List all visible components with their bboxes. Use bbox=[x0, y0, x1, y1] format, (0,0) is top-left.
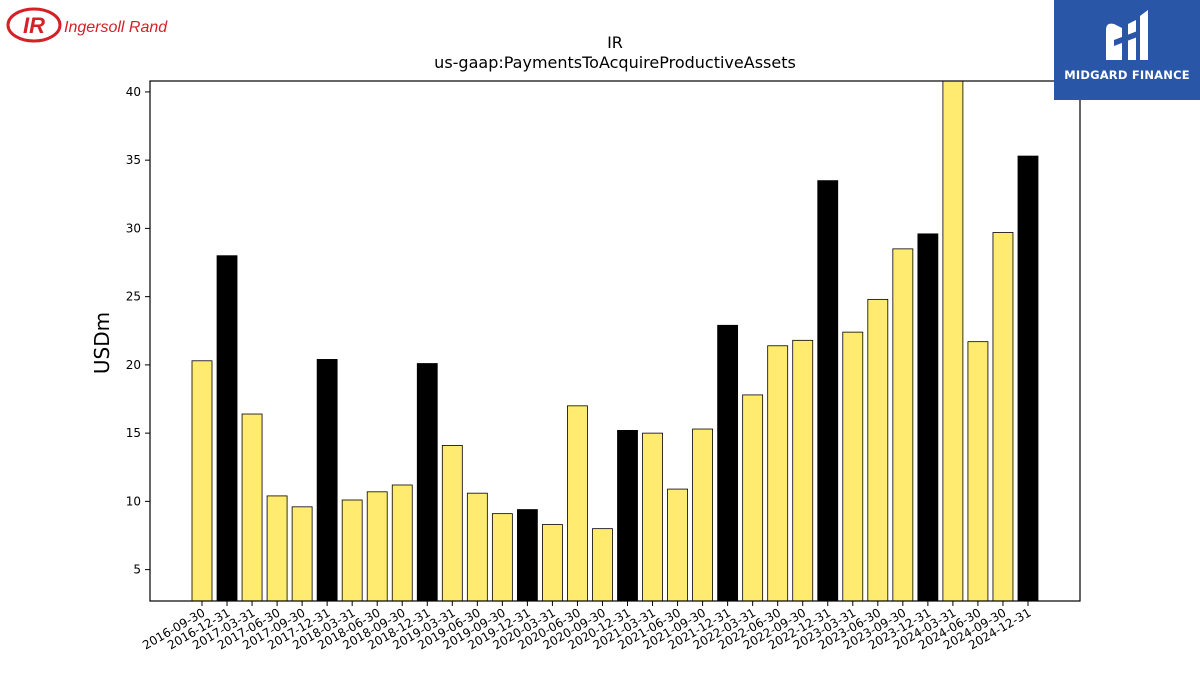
bar-2016-09-30 bbox=[191, 360, 213, 602]
y-tick-label-30: 30 bbox=[126, 221, 141, 235]
bar-2017-03-31 bbox=[241, 413, 263, 602]
y-tick-label-10: 10 bbox=[126, 494, 141, 508]
y-tick-label-40: 40 bbox=[126, 85, 141, 99]
midgard-logo-icon bbox=[1106, 10, 1148, 61]
y-tick-label-35: 35 bbox=[126, 153, 141, 167]
y-tick-label-15: 15 bbox=[126, 426, 141, 440]
y-tick-label-5: 5 bbox=[133, 563, 141, 577]
bar-2017-09-30 bbox=[291, 506, 313, 602]
ir-logo-icon: IR bbox=[6, 7, 62, 43]
y-axis: 5 10 15 20 25 30 35 40 bbox=[126, 85, 150, 577]
bars-group bbox=[191, 80, 1039, 602]
bar-2019-03-31 bbox=[441, 445, 463, 602]
y-axis-label: USDm bbox=[90, 312, 114, 374]
ingersoll-rand-wordmark: Ingersoll Rand bbox=[64, 19, 168, 36]
bar-2023-06-30 bbox=[867, 298, 889, 602]
bar-2023-09-30 bbox=[892, 248, 914, 602]
midgard-finance-logo: MIDGARD FINANCE bbox=[1054, 0, 1200, 100]
plot-frame bbox=[149, 80, 1081, 602]
bar-2020-06-30 bbox=[567, 405, 588, 602]
bar-2021-03-31 bbox=[642, 432, 663, 602]
bar-2022-12-31 bbox=[817, 180, 839, 602]
bar-2018-06-30 bbox=[366, 491, 388, 602]
bar-2024-12-31 bbox=[1017, 155, 1039, 602]
bar-2024-06-30 bbox=[967, 341, 989, 602]
y-tick-label-20: 20 bbox=[126, 358, 141, 372]
svg-text:IR: IR bbox=[23, 13, 45, 38]
bar-2023-03-31 bbox=[842, 331, 864, 602]
bar-2019-06-30 bbox=[466, 492, 488, 602]
chart-subtitle: us-gaap:PaymentsToAcquireProductiveAsset… bbox=[434, 53, 796, 72]
bar-2019-12-31 bbox=[516, 509, 538, 602]
bar-2018-12-31 bbox=[416, 363, 438, 602]
y-tick-label-25: 25 bbox=[126, 290, 141, 304]
bar-2021-12-31 bbox=[717, 324, 739, 602]
bar-2023-12-31 bbox=[917, 233, 939, 602]
bar-2018-09-30 bbox=[391, 484, 413, 602]
bar-2022-06-30 bbox=[767, 345, 789, 602]
bar-2021-09-30 bbox=[692, 428, 713, 602]
bar-2022-03-31 bbox=[742, 394, 764, 602]
bar-2018-03-31 bbox=[341, 499, 363, 602]
bar-2020-12-31 bbox=[617, 429, 638, 602]
bar-2020-03-31 bbox=[542, 524, 563, 602]
bar-2016-12-31 bbox=[216, 255, 238, 602]
bar-2024-09-30 bbox=[992, 232, 1014, 602]
bar-2017-06-30 bbox=[266, 495, 288, 602]
bar-2017-12-31 bbox=[316, 359, 338, 602]
midgard-wordmark: MIDGARD FINANCE bbox=[1064, 68, 1190, 82]
bar-2024-03-31 bbox=[942, 80, 964, 602]
bar-2019-09-30 bbox=[491, 513, 513, 602]
chart-title: IR bbox=[607, 33, 623, 52]
bar-2021-06-30 bbox=[667, 488, 688, 602]
x-axis: 2016-09-302016-12-312017-03-312017-06-30… bbox=[140, 601, 1033, 652]
bar-2020-09-30 bbox=[592, 528, 613, 602]
bar-2022-09-30 bbox=[792, 339, 814, 602]
ingersoll-rand-logo: IR Ingersoll Rand bbox=[6, 6, 176, 44]
